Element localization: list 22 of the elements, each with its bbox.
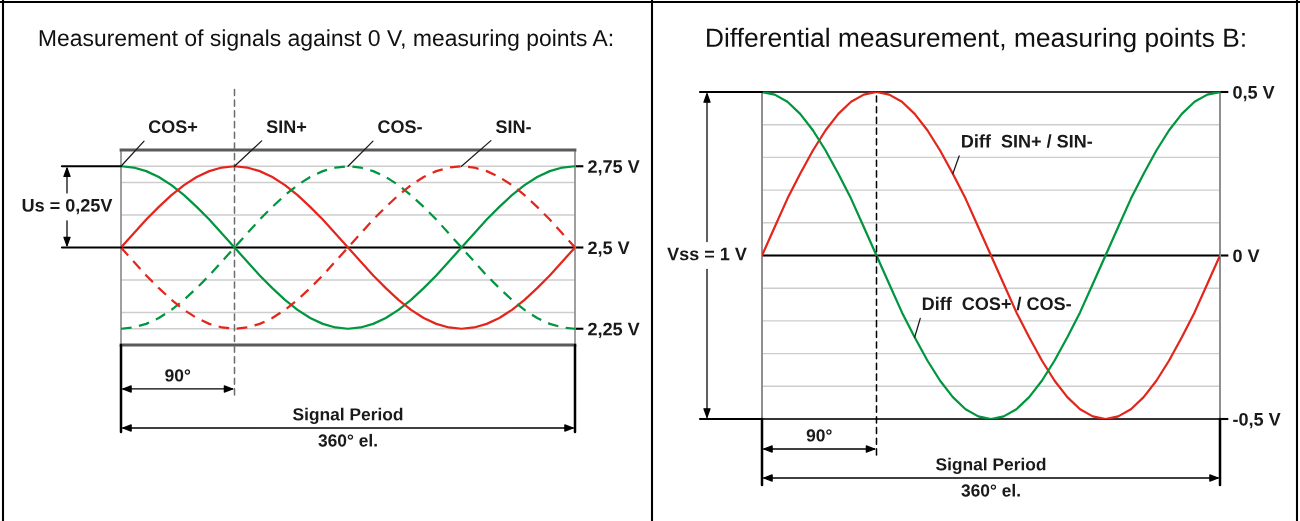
y-tick-label: 2,25 V	[588, 322, 640, 339]
y-tick-label: 2,5 V	[588, 241, 630, 257]
y-tick-label: 0 V	[1233, 249, 1260, 263]
text: SIN+	[266, 120, 307, 134]
text: 360° el.	[961, 483, 1020, 497]
y-tick-label: 2,75 V	[588, 160, 640, 176]
text: Signal Period	[293, 407, 403, 424]
text: 90°	[806, 429, 832, 442]
y-tick-label: -0,5 V	[1233, 412, 1281, 429]
series-label: Diff COS+ / COS-	[922, 296, 1071, 311]
chart-title: Differential measurement, measuring points B:	[707, 27, 1245, 53]
y-tick-label: 0,5 V	[1233, 85, 1275, 102]
text: COS-	[378, 120, 422, 134]
chart-title: Measurement of signals against 0 V, measuring points A:	[39, 29, 613, 51]
text: 90°	[165, 369, 191, 382]
text: Signal Period	[936, 457, 1046, 474]
text: COS+	[148, 120, 198, 134]
text: SIN-	[495, 120, 531, 134]
series-label: Diff SIN+ / SIN-	[962, 134, 1093, 148]
text: 360° el.	[318, 433, 377, 447]
text: Us = 0,25V	[22, 198, 113, 215]
text: Vss = 1 V	[667, 247, 747, 261]
